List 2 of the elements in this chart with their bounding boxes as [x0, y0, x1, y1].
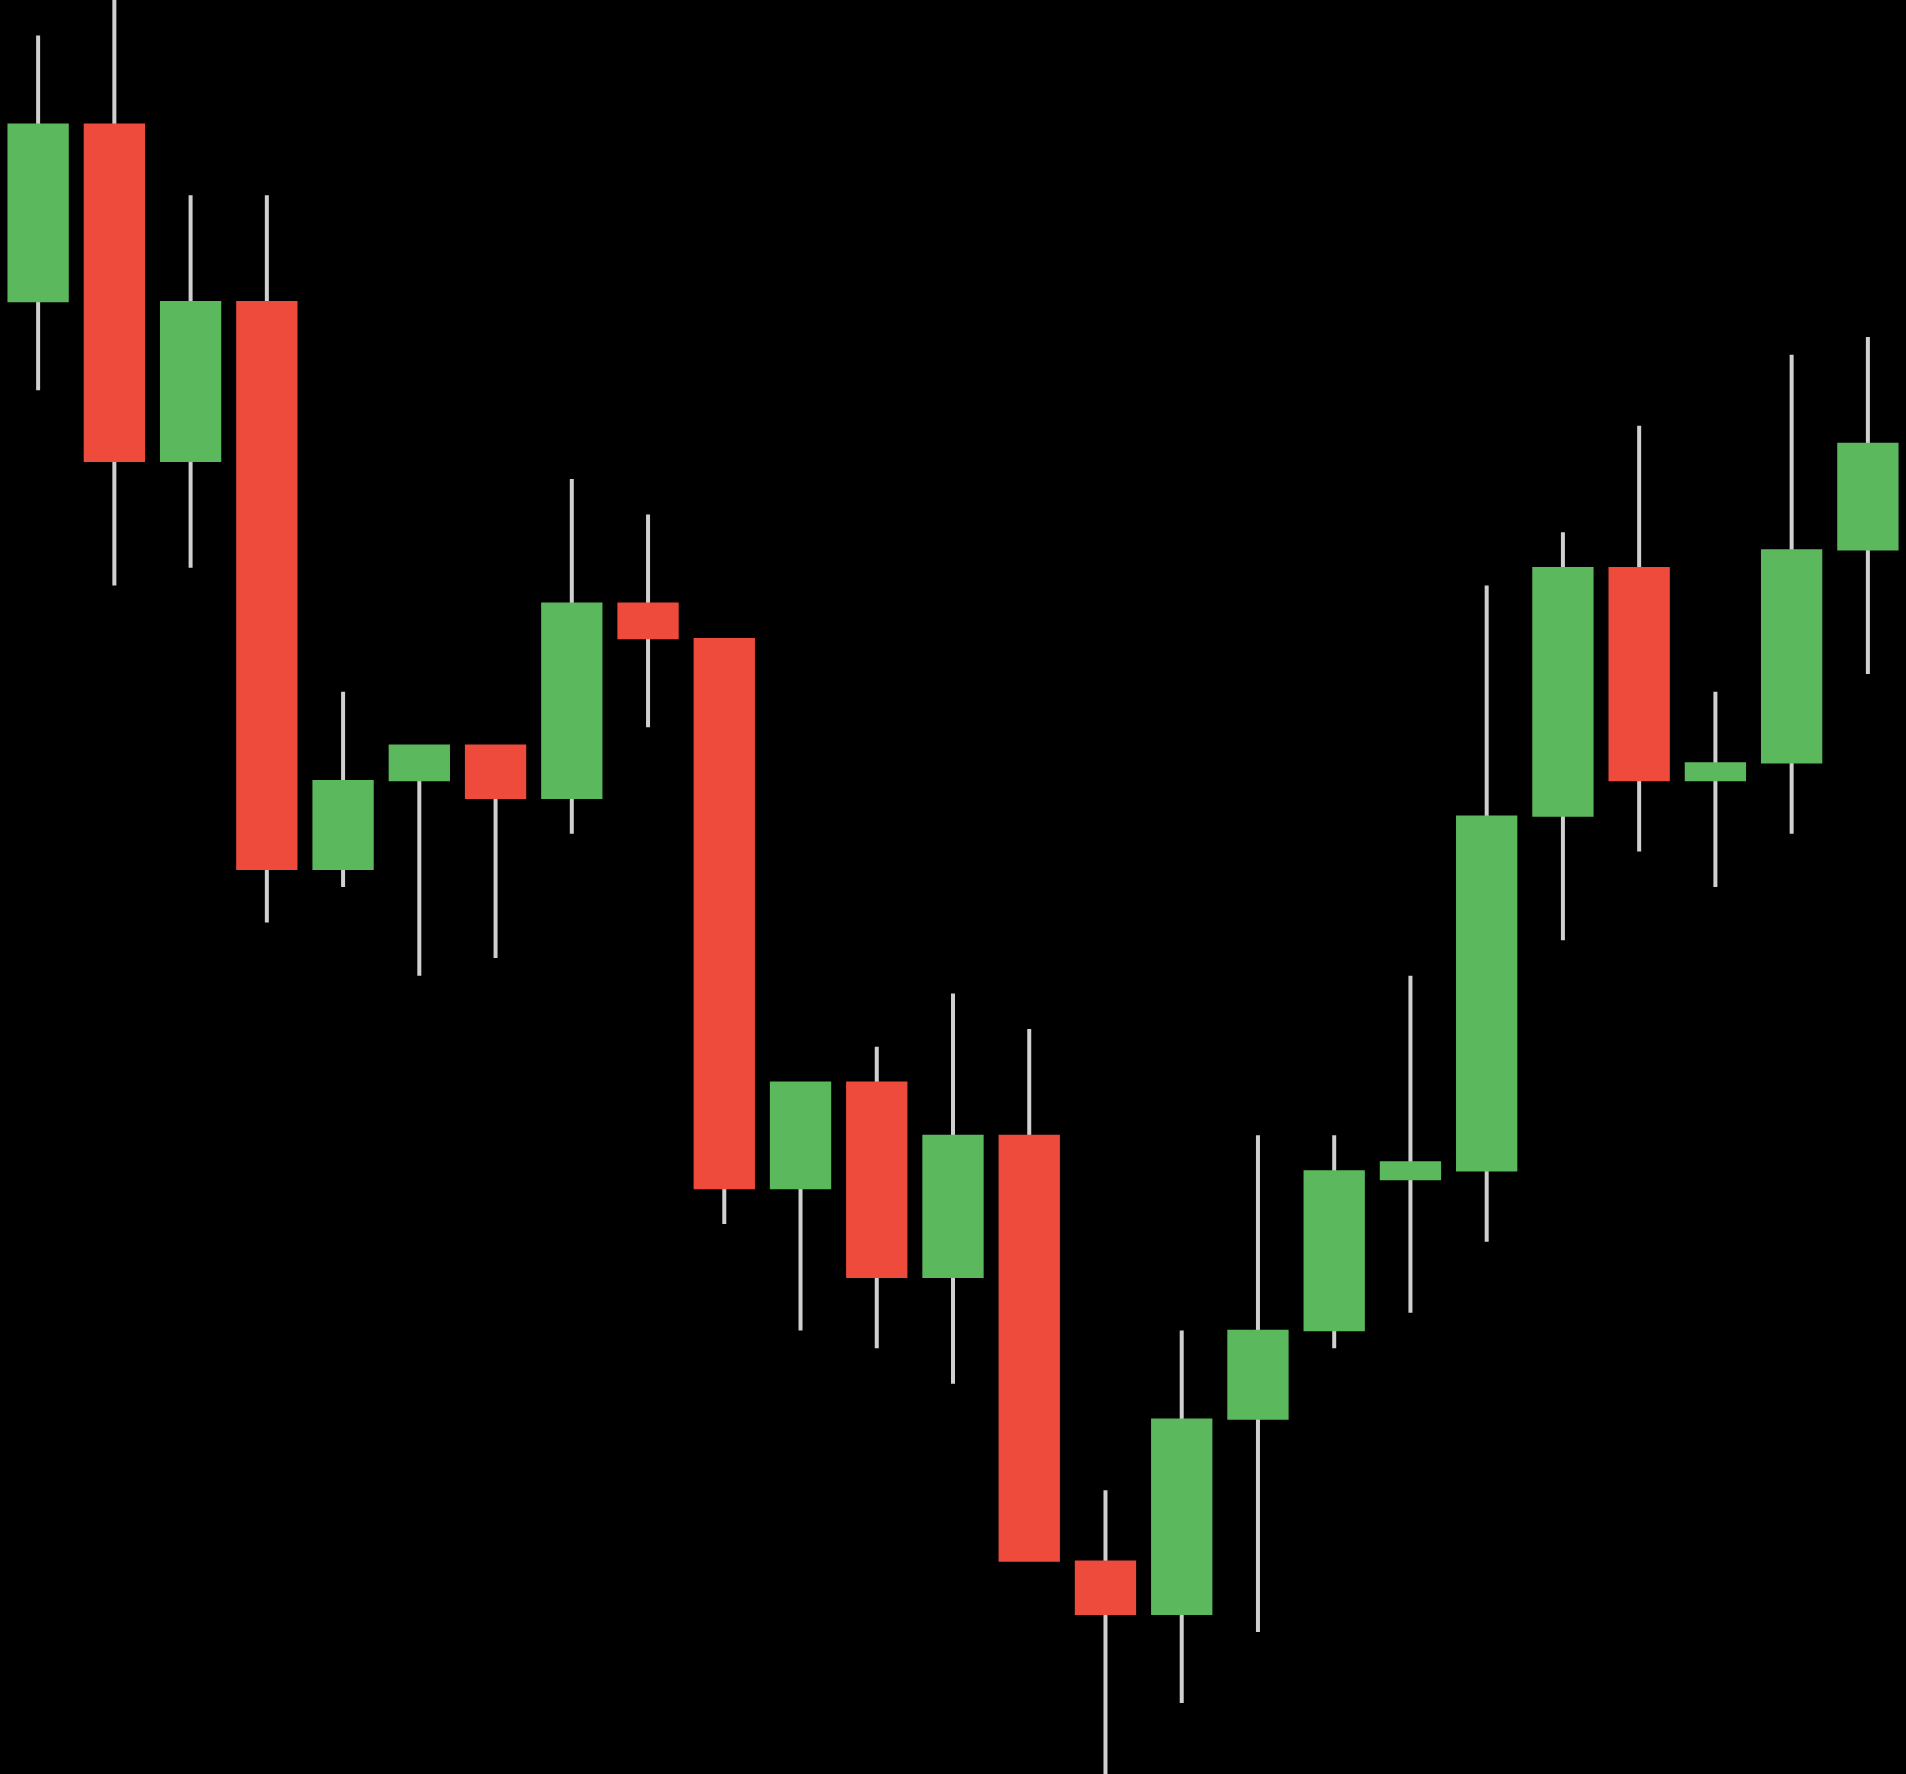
candlestick	[1684, 689, 1747, 889]
candlestick	[1379, 973, 1442, 1315]
